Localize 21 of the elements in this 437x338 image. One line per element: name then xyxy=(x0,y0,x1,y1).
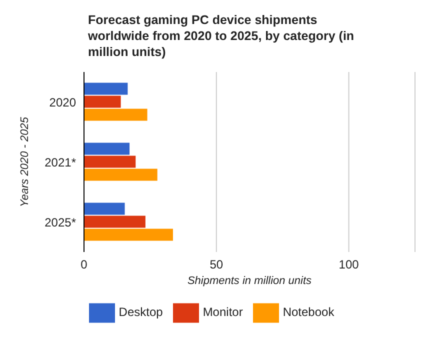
y-axis-title: Years 2020 - 2025 xyxy=(18,116,31,207)
bar xyxy=(84,216,146,228)
x-tick-label: 100 xyxy=(338,258,360,272)
bar xyxy=(84,156,136,168)
legend-label: Monitor xyxy=(202,305,243,320)
x-tick-label: 0 xyxy=(80,258,88,272)
x-axis-title: Shipments in million units xyxy=(187,275,312,287)
y-tick-label: 2021* xyxy=(44,155,76,170)
legend-label: Desktop xyxy=(118,305,163,320)
bar xyxy=(84,108,148,121)
bar xyxy=(84,142,130,155)
bar xyxy=(84,96,121,108)
bar xyxy=(84,82,128,95)
bar xyxy=(84,202,125,215)
y-tick-label: 2020 xyxy=(49,95,76,110)
legend-label: Notebook xyxy=(282,305,334,320)
bar xyxy=(84,228,173,241)
x-tick-label: 50 xyxy=(210,258,224,272)
y-tick-label: 2025* xyxy=(44,215,76,230)
bar xyxy=(84,168,158,181)
chart-title: Forecast gaming PC device shipments worldwide from 2020 to 2025, by category (in million units) xyxy=(88,12,356,60)
